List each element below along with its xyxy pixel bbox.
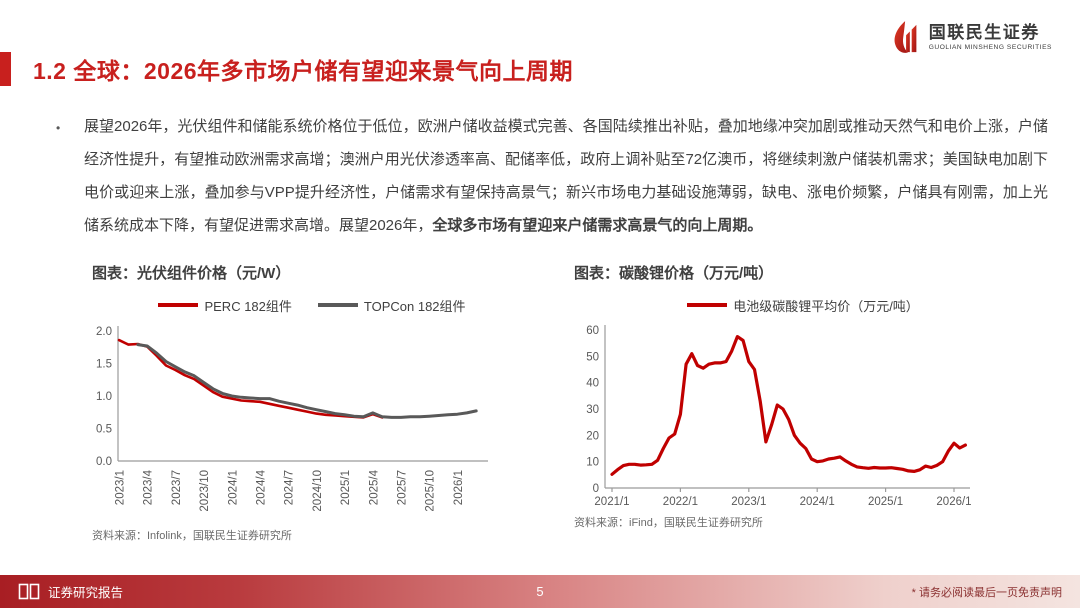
svg-text:2023/10: 2023/10	[199, 470, 211, 512]
lithium-price-line-chart: 0 10 20 30 40 50 60 2021/1 2022/1 2023/1 2024/1 202…	[586, 325, 972, 508]
brand-name-cn: 国联民生证券	[928, 23, 1040, 43]
legend-item-topcon: TOPCon 182组件	[317, 296, 466, 315]
paragraph-regular: 展望2026年，光伏组件和储能系统价格位于低位，欧洲户储收益模式完善、各国陆续推…	[84, 118, 1048, 234]
perc-line-swatch	[158, 303, 199, 307]
svg-text:30: 30	[586, 404, 599, 416]
pv-price-chart-section: 图表：光伏组件价格（元/W） PERC 182组件 TOPCon 182组件 0…	[86, 262, 538, 543]
svg-text:2022/1: 2022/1	[663, 496, 698, 508]
svg-text:2025/7: 2025/7	[397, 470, 409, 505]
title-row: 1.2 全球：2026年多市场户储有望迎来景气向上周期	[0, 52, 573, 86]
svg-text:2025/1: 2025/1	[340, 470, 352, 505]
lithium-line-swatch	[687, 303, 728, 307]
page-number: 5	[536, 584, 544, 599]
svg-text:10: 10	[586, 457, 599, 469]
svg-text:2.0: 2.0	[96, 326, 112, 338]
svg-text:2024/1: 2024/1	[227, 470, 239, 505]
lithium-chart-source: 资料来源：iFind，国联民生证券研究所	[574, 517, 763, 529]
legend-item-perc: PERC 182组件	[158, 296, 292, 315]
pv-chart-legend: PERC 182组件 TOPCon 182组件	[86, 296, 538, 314]
lithium-chart-legend: 电池级碳酸锂平均价（万元/吨）	[568, 296, 1038, 314]
pv-chart-title: 图表：光伏组件价格（元/W）	[92, 265, 291, 282]
lithium-price-chart-section: 图表：碳酸锂价格（万元/吨） 电池级碳酸锂平均价（万元/吨） 0 10 20 30 40…	[568, 262, 1038, 543]
brand-flame-icon	[894, 21, 917, 53]
svg-text:2023/4: 2023/4	[143, 469, 155, 505]
svg-text:2024/4: 2024/4	[256, 469, 268, 505]
svg-text:40: 40	[586, 378, 599, 390]
svg-text:60: 60	[586, 325, 599, 337]
topcon-legend-label: TOPCon 182组件	[363, 298, 466, 314]
svg-text:1.0: 1.0	[96, 391, 112, 403]
brand-logo: 国联民生证券 GUOLIAN MINSHENG SECURITIES	[892, 20, 1052, 56]
pv-chart-source: 资料来源：Infolink，国联民生证券研究所	[92, 530, 292, 542]
svg-text:2023/1: 2023/1	[731, 496, 766, 508]
svg-text:2024/10: 2024/10	[312, 470, 324, 512]
svg-text:20: 20	[586, 430, 599, 442]
open-book-icon	[18, 583, 40, 600]
footer-left: 证券研究报告	[18, 582, 123, 601]
svg-text:50: 50	[586, 351, 599, 363]
perc-legend-label: PERC 182组件	[204, 298, 292, 314]
lithium-chart-title: 图表：碳酸锂价格（万元/吨）	[574, 265, 774, 282]
charts-row: 图表：光伏组件价格（元/W） PERC 182组件 TOPCon 182组件 0…	[0, 262, 1080, 543]
pv-price-line-chart: 0.0 0.5 1.0 1.5 2.0 2023/1 2023/4 2023/7 2023/10…	[96, 326, 488, 512]
svg-text:2024/7: 2024/7	[284, 470, 296, 505]
footer-bar: 证券研究报告 5 * 请务必阅读最后一页免责声明	[0, 575, 1080, 608]
bullet-marker: •	[56, 121, 61, 135]
svg-text:2026/1: 2026/1	[936, 496, 971, 508]
svg-text:1.5: 1.5	[96, 359, 112, 371]
svg-text:0.0: 0.0	[96, 456, 112, 468]
topcon-line-swatch	[317, 303, 358, 307]
body-paragraph: • 展望2026年，光伏组件和储能系统价格位于低位，欧洲户储收益模式完善、各国陆…	[56, 110, 1048, 242]
paragraph-text: 展望2026年，光伏组件和储能系统价格位于低位，欧洲户储收益模式完善、各国陆续推…	[84, 110, 1048, 242]
svg-text:2021/1: 2021/1	[594, 496, 629, 508]
svg-text:0: 0	[593, 483, 599, 495]
svg-text:2025/4: 2025/4	[368, 469, 380, 505]
svg-text:2023/1: 2023/1	[115, 470, 127, 505]
page-title: 1.2 全球：2026年多市场户储有望迎来景气向上周期	[33, 58, 574, 84]
legend-item-lithium: 电池级碳酸锂平均价（万元/吨）	[687, 296, 919, 315]
svg-text:2025/10: 2025/10	[425, 470, 437, 512]
brand-name-en: GUOLIAN MINSHENG SECURITIES	[928, 43, 1052, 51]
footer-left-label: 证券研究报告	[48, 586, 124, 600]
lithium-legend-label: 电池级碳酸锂平均价（万元/吨）	[733, 298, 919, 314]
title-accent-bar	[0, 52, 11, 86]
svg-text:0.5: 0.5	[96, 424, 112, 436]
footer-disclaimer: * 请务必阅读最后一页免责声明	[911, 586, 1062, 599]
svg-text:2026/1: 2026/1	[453, 470, 465, 505]
svg-text:2023/7: 2023/7	[171, 470, 183, 505]
svg-text:2025/1: 2025/1	[868, 496, 903, 508]
paragraph-emphasis: 全球多市场有望迎来户储需求高景气的向上周期。	[432, 217, 763, 234]
svg-text:2024/1: 2024/1	[800, 496, 835, 508]
